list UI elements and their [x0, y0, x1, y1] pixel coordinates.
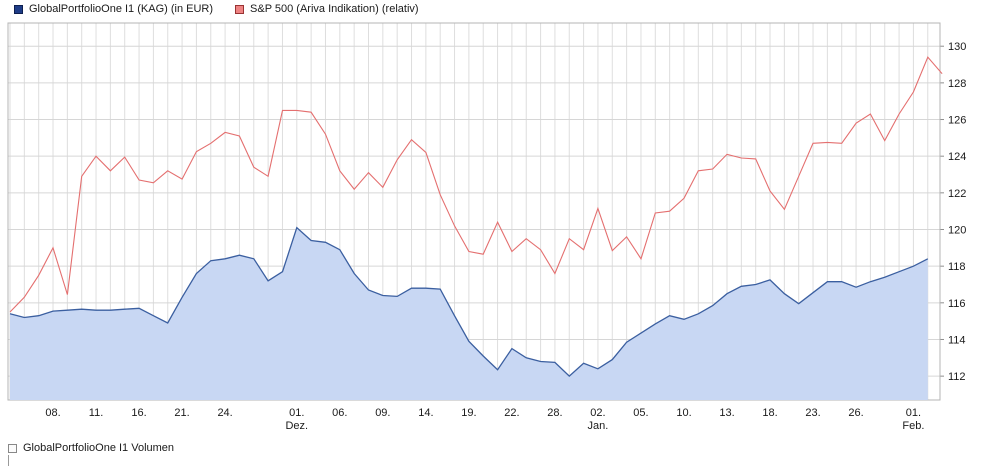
y-tick-label: 130 — [948, 41, 966, 53]
x-tick-label: 01. — [289, 407, 304, 419]
legend-top: GlobalPortfolioOne I1 (KAG) (in EUR) S&P… — [14, 3, 419, 16]
x-tick-month-label: Dez. — [285, 420, 308, 432]
volume-axis-line — [8, 455, 9, 466]
y-tick-label: 118 — [948, 261, 966, 273]
fund-line — [9, 226, 929, 377]
x-tick-label: 26. — [848, 407, 863, 419]
sp500-line — [9, 56, 943, 313]
x-tick-label: 28. — [547, 407, 562, 419]
x-tick-label: 23. — [805, 407, 820, 419]
y-tick-label: 114 — [948, 334, 966, 346]
sp500-series-label: S&P 500 (Ariva Indikation) (relativ) — [250, 3, 419, 15]
y-tick-label: 128 — [948, 78, 966, 90]
x-tick-label: 06. — [332, 407, 347, 419]
x-tick-label: 13. — [719, 407, 734, 419]
x-tick-label: 08. — [45, 407, 60, 419]
x-tick-label: 05. — [633, 407, 648, 419]
y-tick-label: 124 — [948, 151, 966, 163]
y-tick-label: 122 — [948, 188, 966, 200]
x-tick-label: 02. — [590, 407, 605, 419]
x-tick-label: 10. — [676, 407, 691, 419]
x-tick-label: 16. — [131, 407, 146, 419]
x-tick-label: 01. — [906, 407, 921, 419]
x-tick-label: 09. — [375, 407, 390, 419]
fund-series-swatch-icon — [14, 5, 23, 14]
x-tick-label: 24. — [217, 407, 232, 419]
x-tick-label: 19. — [461, 407, 476, 419]
price-chart: 112 114 116 118 120 122 124 126 128 130 08. 11. 16. 2… — [7, 22, 966, 432]
sp500-series-swatch-icon — [235, 5, 245, 14]
fund-area — [10, 227, 928, 400]
volume-series-label: GlobalPortfolioOne I1 Volumen — [23, 442, 175, 454]
x-tick-month-label: Jan. — [588, 420, 609, 432]
x-tick-month-label: Feb. — [902, 420, 924, 432]
y-tick-label: 112 — [948, 371, 966, 383]
y-tick-label: 120 — [948, 225, 966, 237]
x-tick-label: 18. — [762, 407, 777, 419]
fund-series-label: GlobalPortfolioOne I1 (KAG) (in EUR) — [29, 3, 214, 15]
y-tick-label: 116 — [948, 298, 966, 310]
legend-bottom: GlobalPortfolioOne I1 Volumen — [8, 442, 174, 454]
x-tick-label: 21. — [174, 407, 189, 419]
legend-item-fund: GlobalPortfolioOne I1 (KAG) (in EUR) — [14, 3, 213, 16]
y-tick-label: 126 — [948, 115, 966, 127]
x-tick-label: 22. — [504, 407, 519, 419]
x-tick-label: 14. — [418, 407, 433, 419]
volume-series-swatch-icon — [8, 443, 17, 453]
x-tick-label: 11. — [89, 407, 103, 419]
legend-item-sp500: S&P 500 (Ariva Indikation) (relativ) — [235, 3, 419, 16]
